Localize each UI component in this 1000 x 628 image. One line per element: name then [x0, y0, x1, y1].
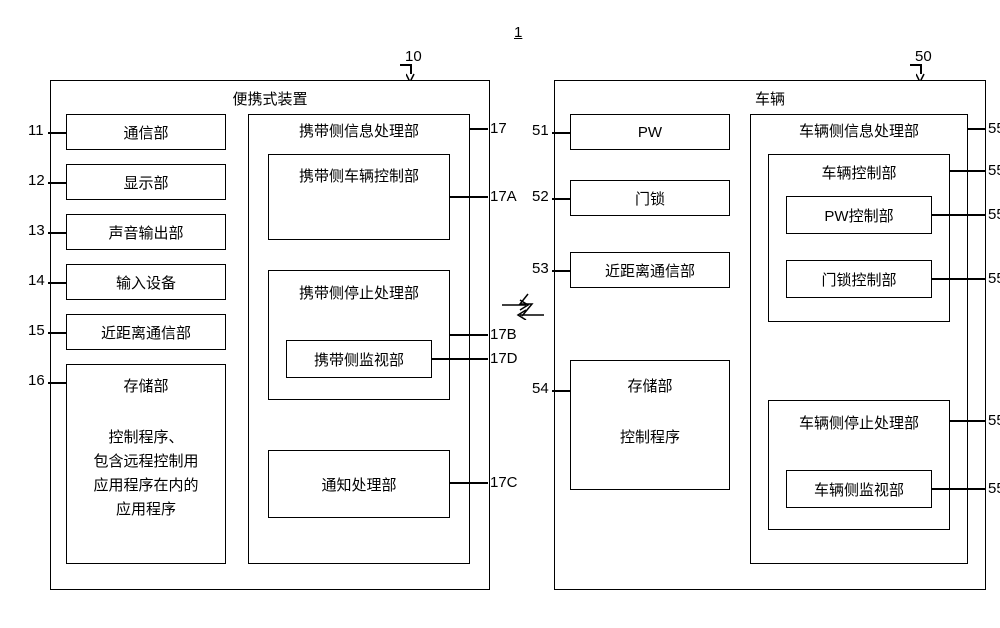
box-55A-title: 车辆控制部	[768, 162, 950, 183]
tick	[450, 196, 488, 198]
tick	[470, 128, 488, 130]
comm-symbol	[498, 290, 548, 320]
vehicle-title: 车辆	[720, 88, 820, 109]
tick	[48, 232, 66, 234]
label-13: 13	[28, 222, 45, 239]
box-55E: 车辆侧监视部	[786, 470, 932, 508]
tick	[450, 482, 488, 484]
label-55E: 55E	[988, 480, 1000, 497]
label-17A: 17A	[490, 188, 517, 205]
label-55: 55	[988, 120, 1000, 137]
box-13: 声音输出部	[66, 214, 226, 250]
tick	[48, 132, 66, 134]
label-53: 53	[532, 260, 549, 277]
vehicle-id: 50	[915, 48, 932, 65]
tick	[48, 182, 66, 184]
label-12: 12	[28, 172, 45, 189]
label-55D: 55D	[988, 270, 1000, 287]
storage-title: 存储部	[123, 375, 168, 396]
tick	[48, 382, 66, 384]
label-17B: 17B	[490, 326, 517, 343]
box-17A: 携带侧车辆控制部	[268, 154, 450, 240]
label-16: 16	[28, 372, 45, 389]
v-storage-title: 存储部	[627, 375, 672, 396]
box-12: 显示部	[66, 164, 226, 200]
tick	[968, 128, 986, 130]
tick	[932, 278, 986, 280]
tick	[48, 332, 66, 334]
label-15: 15	[28, 322, 45, 339]
tick	[552, 132, 570, 134]
label-52: 52	[532, 188, 549, 205]
tick	[950, 170, 986, 172]
system-id: 1	[514, 24, 522, 41]
label-55B: 55B	[988, 412, 1000, 429]
box-55-title: 车辆侧信息处理部	[750, 120, 968, 141]
label-54: 54	[532, 380, 549, 397]
box-51: PW	[570, 114, 730, 150]
box-55D: 门锁控制部	[786, 260, 932, 298]
box-15: 近距离通信部	[66, 314, 226, 350]
label-55C: 55C	[988, 206, 1000, 223]
diagram-canvas: 1 10 便携式装置 11 12 13 14 15 16 通信部 显示部 声音输…	[20, 20, 1000, 608]
box-14: 输入设备	[66, 264, 226, 300]
label-17C: 17C	[490, 474, 518, 491]
tick	[932, 488, 986, 490]
callout-line	[400, 64, 412, 66]
tick	[552, 198, 570, 200]
v-storage-body: 控制程序	[620, 426, 680, 447]
box-54: 存储部 控制程序	[570, 360, 730, 490]
tick	[432, 358, 488, 360]
box-17C: 通知处理部	[268, 450, 450, 518]
callout-line	[910, 64, 922, 66]
box-55B-title: 车辆侧停止处理部	[768, 412, 950, 433]
box-16: 存储部 控制程序、 包含远程控制用 应用程序在内的 应用程序	[66, 364, 226, 564]
box-11: 通信部	[66, 114, 226, 150]
tick	[552, 270, 570, 272]
box-52: 门锁	[570, 180, 730, 216]
box-55C: PW控制部	[786, 196, 932, 234]
label-17: 17	[490, 120, 507, 137]
box-17D: 携带侧监视部	[286, 340, 432, 378]
portable-id: 10	[405, 48, 422, 65]
label-55A: 55A	[988, 162, 1000, 179]
label-17D: 17D	[490, 350, 518, 367]
box-17B-title: 携带侧停止处理部	[268, 282, 450, 303]
label-51: 51	[532, 122, 549, 139]
tick	[450, 334, 488, 336]
tick	[552, 390, 570, 392]
portable-title: 便携式装置	[190, 88, 350, 109]
label-14: 14	[28, 272, 45, 289]
tick	[950, 420, 986, 422]
storage-body: 控制程序、 包含远程控制用 应用程序在内的 应用程序	[93, 426, 198, 522]
tick	[48, 282, 66, 284]
tick	[932, 214, 986, 216]
label-11: 11	[28, 122, 44, 139]
box-53: 近距离通信部	[570, 252, 730, 288]
box-17-title: 携带侧信息处理部	[248, 120, 470, 141]
